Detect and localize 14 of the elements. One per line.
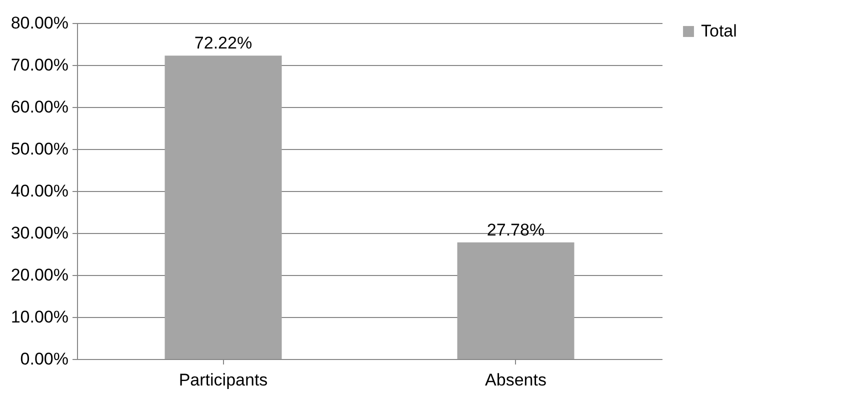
y-tick-label: 0.00% (20, 350, 68, 368)
legend-label: Total (701, 22, 737, 40)
y-tick-label: 10.00% (10, 308, 68, 326)
x-tick-label: Absents (485, 370, 546, 390)
y-tick-label: 30.00% (10, 224, 68, 242)
y-tick-label: 50.00% (10, 140, 68, 158)
y-tick-label: 70.00% (10, 56, 68, 74)
y-tick-label: 20.00% (10, 266, 68, 284)
y-tick-label: 60.00% (10, 98, 68, 116)
x-tick-label: Participants (178, 370, 268, 390)
y-tick-label: 40.00% (10, 182, 68, 200)
data-label: 27.78% (486, 220, 545, 240)
data-label: 72.22% (194, 34, 252, 53)
y-tick-label: 80.00% (10, 14, 68, 32)
